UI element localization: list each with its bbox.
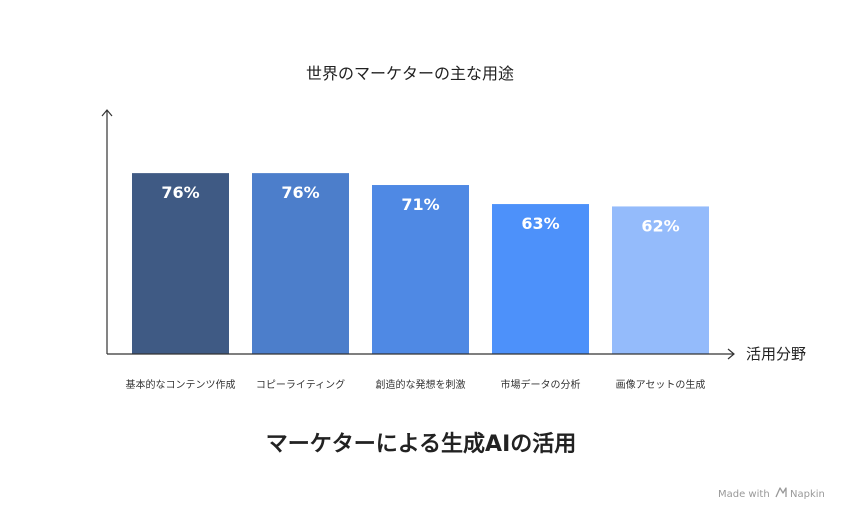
category-label-5: 画像アセットの生成 bbox=[616, 378, 706, 391]
bar-4 bbox=[492, 204, 589, 354]
chart-title: 世界のマーケターの主な用途 bbox=[306, 64, 514, 83]
credit-brand: Napkin bbox=[790, 489, 825, 500]
y-axis-arrow bbox=[101, 109, 113, 117]
credit: Made with Napkin bbox=[718, 487, 825, 500]
category-labels: 基本的なコンテンツ作成 コピーライティング 創造的な発想を刺激 市場データの分析 画像ア… bbox=[126, 378, 706, 391]
bars: 76% 76% 71% 63% 62% bbox=[132, 173, 709, 354]
bar-value-label-1: 76% bbox=[161, 183, 199, 202]
bar-value-label-5: 62% bbox=[641, 216, 679, 235]
category-label-4: 市場データの分析 bbox=[501, 378, 581, 391]
bar-value-label-2: 76% bbox=[281, 183, 319, 202]
category-label-2: コピーライティング bbox=[256, 378, 345, 391]
bottom-title: マーケターによる生成AIの活用 bbox=[266, 432, 577, 457]
category-label-3: 創造的な発想を刺激 bbox=[376, 378, 466, 391]
x-axis-label: 活用分野 bbox=[746, 345, 806, 363]
bar-2 bbox=[252, 173, 349, 354]
bar-value-label-3: 71% bbox=[401, 195, 439, 214]
credit-text: Made with bbox=[718, 489, 770, 500]
bar-1 bbox=[132, 173, 229, 354]
bar-3 bbox=[372, 185, 469, 354]
category-label-1: 基本的なコンテンツ作成 bbox=[126, 378, 236, 391]
x-axis-arrow bbox=[727, 348, 735, 360]
bar-5 bbox=[612, 206, 709, 354]
napkin-icon bbox=[775, 487, 787, 498]
bar-value-label-4: 63% bbox=[521, 214, 559, 233]
